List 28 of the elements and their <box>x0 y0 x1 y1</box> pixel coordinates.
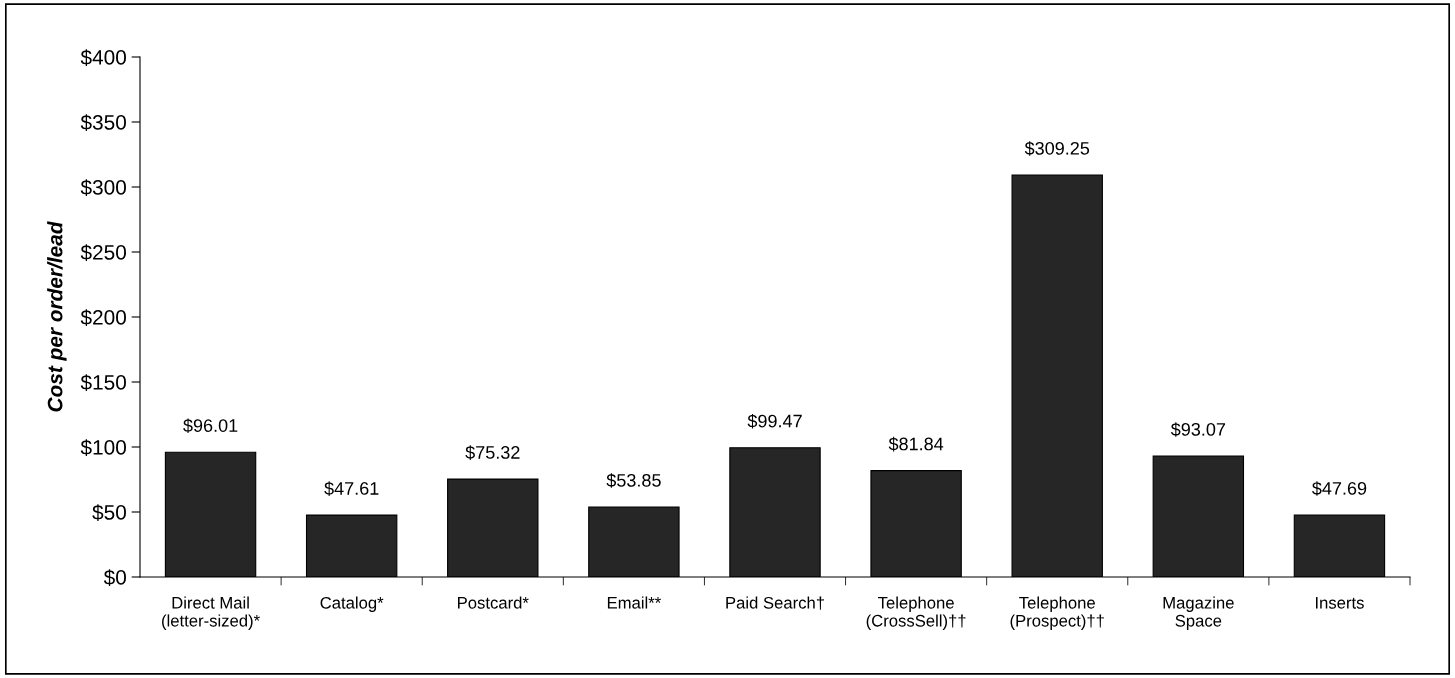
data-label: $47.69 <box>1312 481 1367 496</box>
x-tick-label: Telephone (Prospect)†† <box>1010 596 1104 630</box>
data-label: $75.32 <box>465 445 520 460</box>
x-tick-label: Inserts <box>1315 597 1364 609</box>
y-tick-label: $250 <box>80 244 126 261</box>
x-tick-label: Postcard* <box>458 596 529 609</box>
x-tick-label: Magazine Space <box>1163 596 1234 630</box>
data-label: $81.84 <box>888 436 944 452</box>
y-axis-title: Cost per order/lead <box>47 221 67 412</box>
y-tick-label: $300 <box>80 179 126 196</box>
data-label: $309.25 <box>1024 141 1090 156</box>
data-label: $47.61 <box>324 481 379 496</box>
x-tick-label: Telephone (CrossSell)†† <box>866 596 966 630</box>
x-tick-label: Paid Search† <box>726 596 824 610</box>
y-tick-label: $350 <box>80 114 126 131</box>
data-label: $99.47 <box>747 413 802 429</box>
y-tick-label: $200 <box>80 309 126 326</box>
y-tick-label: $400 <box>80 49 126 66</box>
x-tick-label: Email** <box>607 596 661 609</box>
y-tick-label: $50 <box>92 504 126 521</box>
y-tick-label: $150 <box>80 374 126 391</box>
x-tick-label: Catalog* <box>320 596 384 612</box>
data-label: $53.85 <box>606 473 661 488</box>
x-tick-label: Direct Mail (letter-sized)* <box>162 596 260 630</box>
y-tick-label: $100 <box>80 439 126 456</box>
data-label: $93.07 <box>1170 422 1226 437</box>
y-tick-label: $0 <box>103 569 126 586</box>
data-label: $96.01 <box>183 418 238 434</box>
